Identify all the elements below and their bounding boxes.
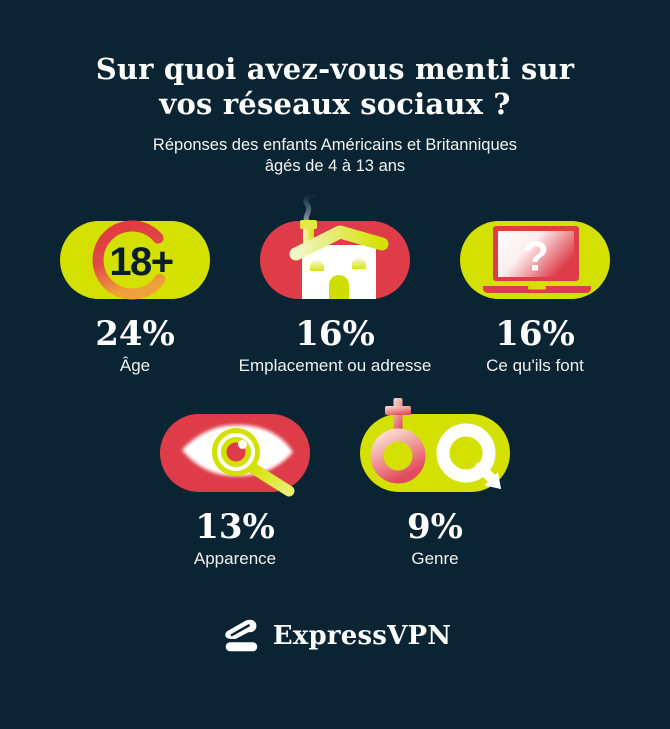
eye-magnifier-icon <box>160 413 310 497</box>
hinge-notch <box>528 285 546 289</box>
stats-row-2: 13% Apparence <box>0 380 670 569</box>
stat-item-location: 16% Emplacement ou adresse <box>235 187 435 376</box>
subtitle-line-1: Réponses des enfants Américains et Brita… <box>152 135 518 154</box>
infographic-page: Sur quoi avez-vous menti sur vos réseaux … <box>0 52 670 729</box>
page-title: Sur quoi avez-vous menti sur vos réseaux … <box>0 52 670 122</box>
expressvpn-wordmark: ExpressVPN <box>272 621 452 652</box>
stat-label: Genre <box>411 548 459 568</box>
stat-percent: 9% <box>407 506 463 547</box>
stat-label: Âge <box>119 355 151 375</box>
window-left <box>310 259 324 271</box>
chimney <box>303 226 314 251</box>
expressvpn-logo-icon <box>224 620 257 652</box>
title-line-2: vos réseaux sociaux ? <box>159 86 511 121</box>
subtitle-line-2: âgés de 4 à 13 ans <box>264 156 406 175</box>
stats-row-1: 18+ 24% Âge <box>0 187 670 376</box>
stat-label: Emplacement ou adresse <box>238 355 432 375</box>
question-mark: ? <box>523 232 549 279</box>
eighteen-plus-icon: 18+ <box>60 219 210 299</box>
header: Sur quoi avez-vous menti sur vos réseaux … <box>0 52 670 177</box>
stat-item-age: 18+ 24% Âge <box>35 187 235 376</box>
window-right <box>352 257 366 269</box>
screen <box>498 230 574 277</box>
magnifier-handle <box>245 461 295 497</box>
stat-item-appearance: 13% Apparence <box>135 380 335 569</box>
laptop-question-icon: ? <box>460 220 610 299</box>
gender-symbols-icon <box>360 397 510 492</box>
footer: ExpressVPN <box>0 615 670 657</box>
stat-percent: 16% <box>495 313 575 354</box>
eye-highlight <box>238 439 247 449</box>
house-icon <box>260 191 410 299</box>
stat-percent: 13% <box>195 506 275 547</box>
stat-label: Apparence <box>193 548 277 568</box>
stat-percent: 16% <box>295 313 375 354</box>
stat-label: Ce qu'ils font <box>486 355 584 375</box>
stat-percent: 24% <box>95 313 175 354</box>
title-line-1: Sur quoi avez-vous menti sur <box>95 52 575 86</box>
female-symbol <box>370 397 426 484</box>
badge-text: 18+ <box>109 240 172 284</box>
male-symbol <box>436 423 501 489</box>
door <box>329 274 349 299</box>
stat-item-activity: ? 16% Ce qu'ils font <box>435 187 635 376</box>
chimney-cap <box>300 219 317 229</box>
roof <box>289 225 389 260</box>
lens-ring <box>212 427 260 476</box>
pill-background <box>60 220 210 299</box>
stats-grid: 18+ 24% Âge <box>0 187 670 570</box>
page-subtitle: Réponses des enfants Américains et Brita… <box>0 135 670 177</box>
stat-item-gender: 9% Genre <box>335 380 535 569</box>
age-ring <box>92 219 166 299</box>
smoke <box>303 191 316 225</box>
